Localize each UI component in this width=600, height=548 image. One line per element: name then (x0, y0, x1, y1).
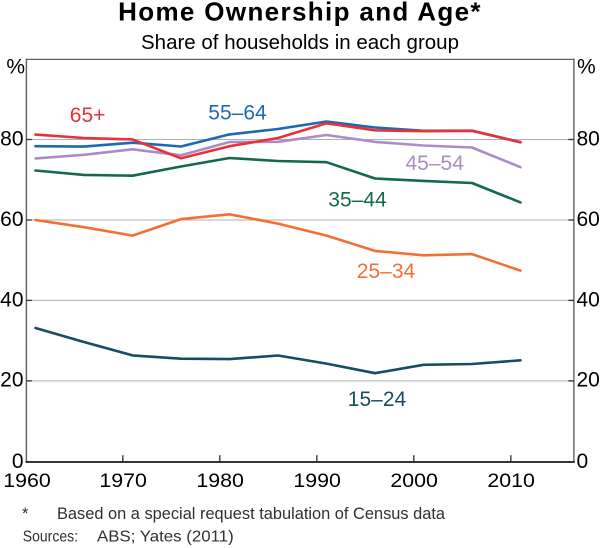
svg-text:1990: 1990 (293, 471, 341, 492)
svg-text:20: 20 (577, 369, 600, 392)
svg-text:80: 80 (0, 127, 23, 150)
svg-text:40: 40 (0, 288, 23, 311)
svg-text:Share of households in each gr: Share of households in each group (141, 31, 459, 54)
svg-text:2000: 2000 (390, 471, 438, 492)
svg-text:0: 0 (577, 450, 589, 473)
svg-text:Home Ownership and Age*: Home Ownership and Age* (118, 0, 482, 27)
svg-text:0: 0 (12, 450, 24, 473)
svg-text:55–64: 55–64 (208, 102, 267, 125)
svg-text:40: 40 (577, 288, 600, 311)
svg-text:ABS; Yates (2011): ABS; Yates (2011) (97, 529, 234, 546)
svg-text:35–44: 35–44 (328, 189, 387, 212)
svg-text:25–34: 25–34 (357, 260, 416, 283)
svg-text:*: * (22, 505, 29, 523)
svg-text:1980: 1980 (196, 471, 244, 492)
svg-text:15–24: 15–24 (348, 388, 407, 411)
svg-text:80: 80 (577, 127, 600, 150)
svg-text:20: 20 (0, 369, 23, 392)
svg-text:60: 60 (577, 208, 600, 231)
svg-text:%: % (577, 56, 596, 79)
svg-text:2010: 2010 (487, 471, 535, 492)
svg-text:Based on a special request tab: Based on a special request tabulation of… (57, 505, 446, 523)
svg-text:Sources:: Sources: (23, 529, 78, 546)
svg-text:65+: 65+ (70, 104, 106, 127)
svg-text:1970: 1970 (99, 471, 147, 492)
svg-text:%: % (6, 56, 25, 79)
svg-text:45–54: 45–54 (405, 152, 464, 175)
svg-text:1960: 1960 (3, 471, 51, 492)
svg-text:60: 60 (0, 208, 23, 231)
